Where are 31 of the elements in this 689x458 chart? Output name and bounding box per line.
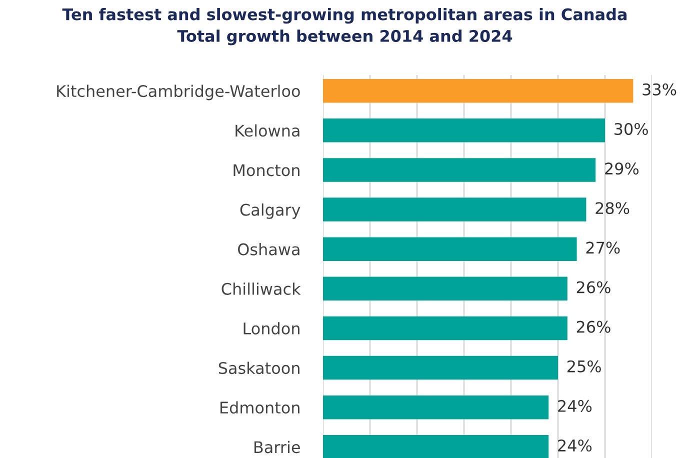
bar: [323, 237, 577, 261]
bar: [323, 395, 549, 420]
data-label: 33%: [642, 83, 676, 96]
y-tick-label: Calgary: [240, 203, 300, 219]
y-tick-label: Saskatoon: [218, 362, 300, 374]
y-tick-label: Moncton: [234, 164, 300, 176]
bar: [323, 356, 558, 380]
chart-title: Ten fastest and slowest-growing metropolitan areas in Canada Total growth between 2014 and 2024: [62, 8, 627, 46]
y-tick-label: Chilliwack: [222, 282, 301, 295]
bar: [323, 316, 568, 340]
bar: [323, 158, 596, 182]
y-tick-label: Barrie: [254, 440, 300, 454]
bar: [323, 118, 605, 142]
data-label: 26%: [576, 281, 610, 294]
data-label: 29%: [605, 162, 639, 175]
bar: [323, 435, 549, 458]
data-label: 24%: [558, 400, 592, 412]
y-tick-label: Kitchener-Cambridge-Waterloo: [57, 84, 300, 100]
data-label: 24%: [558, 439, 592, 452]
data-label: 30%: [614, 122, 648, 136]
y-tick-label: Oshawa: [238, 243, 300, 256]
y-tick-label: London: [244, 322, 300, 335]
data-label: 25%: [568, 360, 601, 372]
bar: [323, 276, 568, 301]
data-label: 27%: [586, 242, 620, 254]
y-tick-label: Kelowna: [236, 124, 300, 137]
bar: [323, 198, 586, 222]
y-tick-label: Edmonton: [220, 401, 300, 414]
data-label: 28%: [596, 202, 630, 214]
data-label: 26%: [576, 320, 610, 333]
bar: [323, 78, 634, 103]
